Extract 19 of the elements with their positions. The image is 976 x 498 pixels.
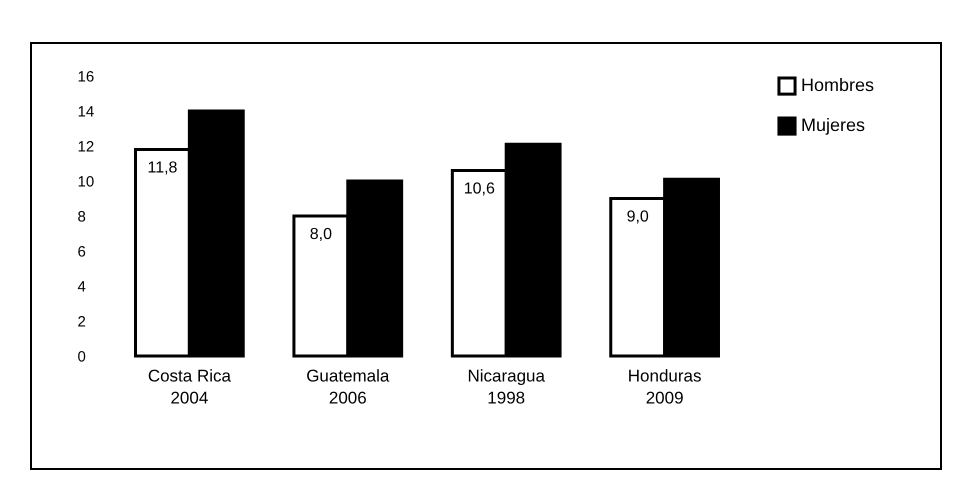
y-tick-label: 14 bbox=[78, 104, 94, 120]
x-tick-label: Guatemala 2006 bbox=[306, 366, 390, 408]
y-tick-label: 12 bbox=[78, 138, 94, 156]
y-tick-label: 10 bbox=[78, 174, 94, 190]
x-tick-label: Honduras 2009 bbox=[628, 366, 702, 408]
x-tick-label: Costa Rica 2004 bbox=[148, 366, 232, 408]
data-label: 10,6 bbox=[464, 180, 495, 198]
y-tick-label: 2 bbox=[78, 314, 86, 330]
data-label: 8,0 bbox=[310, 226, 332, 243]
x-tick-label: Nicaragua 1998 bbox=[467, 366, 546, 408]
y-tick-label: 16 bbox=[78, 68, 94, 86]
legend-label: Hombres bbox=[801, 75, 874, 95]
data-label: 11,8 bbox=[147, 160, 178, 176]
y-tick-label: 8 bbox=[78, 208, 86, 226]
y-tick-label: 4 bbox=[78, 278, 86, 296]
y-tick-label: 0 bbox=[78, 348, 86, 366]
data-label: 9,0 bbox=[626, 208, 649, 226]
y-tick-label: 6 bbox=[78, 244, 86, 260]
legend-label: Mujeres bbox=[801, 115, 866, 135]
